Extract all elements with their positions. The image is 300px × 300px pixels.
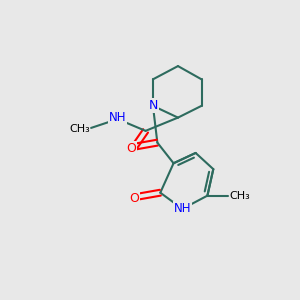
Text: CH₃: CH₃ xyxy=(230,190,250,201)
Text: CH₃: CH₃ xyxy=(69,124,90,134)
Text: NH: NH xyxy=(174,202,191,215)
Text: O: O xyxy=(126,146,136,159)
Text: NH: NH xyxy=(109,111,126,124)
Text: O: O xyxy=(129,192,139,205)
Text: N: N xyxy=(148,99,158,112)
Text: O: O xyxy=(126,142,136,155)
